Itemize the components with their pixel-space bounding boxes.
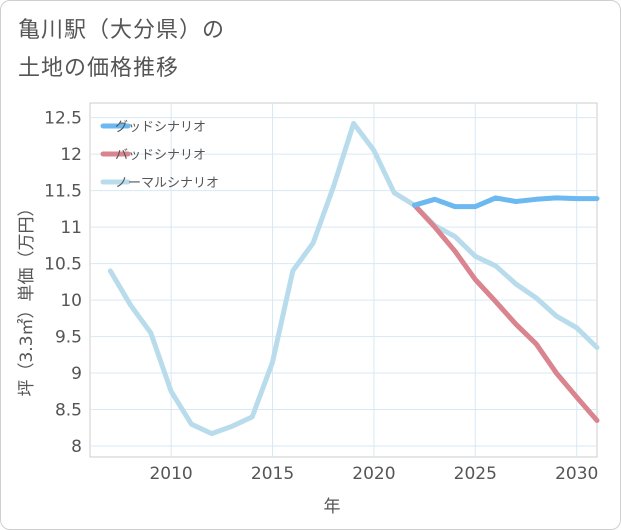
y-tick-label: 11.5 bbox=[44, 182, 82, 202]
x-tick-label: 2025 bbox=[454, 464, 497, 484]
series-lines bbox=[107, 120, 600, 437]
x-tick-label: 2010 bbox=[149, 464, 192, 484]
y-tick-label: 12 bbox=[60, 145, 82, 165]
chart-title-line2: 土地の価格推移 bbox=[18, 56, 180, 81]
y-tick-label: 9 bbox=[71, 364, 82, 384]
x-axis-label: 年 bbox=[324, 497, 341, 517]
legend-label: バッドシナリオ bbox=[115, 148, 206, 163]
y-tick-label: 9.5 bbox=[55, 328, 82, 348]
x-tick-label: 2020 bbox=[352, 464, 395, 484]
y-axis-ticks: 8 8.5 9 9.5 10 10.5 11 11.5 12 12.5 bbox=[44, 109, 82, 457]
x-axis-ticks: 2010 2015 2020 2025 2030 bbox=[149, 464, 598, 484]
chart-title-line1: 亀川駅（大分県）の bbox=[18, 18, 226, 43]
y-tick-label: 10 bbox=[60, 291, 82, 311]
series-line-1 bbox=[412, 202, 600, 423]
y-tick-label: 10.5 bbox=[44, 255, 82, 275]
y-tick-label: 8 bbox=[71, 437, 82, 457]
grid-lines bbox=[90, 103, 597, 457]
x-tick-label: 2015 bbox=[251, 464, 294, 484]
series-line-2 bbox=[107, 120, 600, 437]
series-line-0 bbox=[412, 195, 600, 210]
legend-label: グッドシナリオ bbox=[115, 120, 206, 135]
y-tick-label: 12.5 bbox=[44, 109, 82, 129]
y-axis-label: 坪（3.3㎡）単価（万円） bbox=[17, 199, 37, 396]
legend-label: ノーマルシナリオ bbox=[115, 176, 219, 191]
y-tick-label: 11 bbox=[60, 218, 82, 238]
y-tick-label: 8.5 bbox=[55, 401, 82, 421]
x-tick-label: 2030 bbox=[555, 464, 598, 484]
